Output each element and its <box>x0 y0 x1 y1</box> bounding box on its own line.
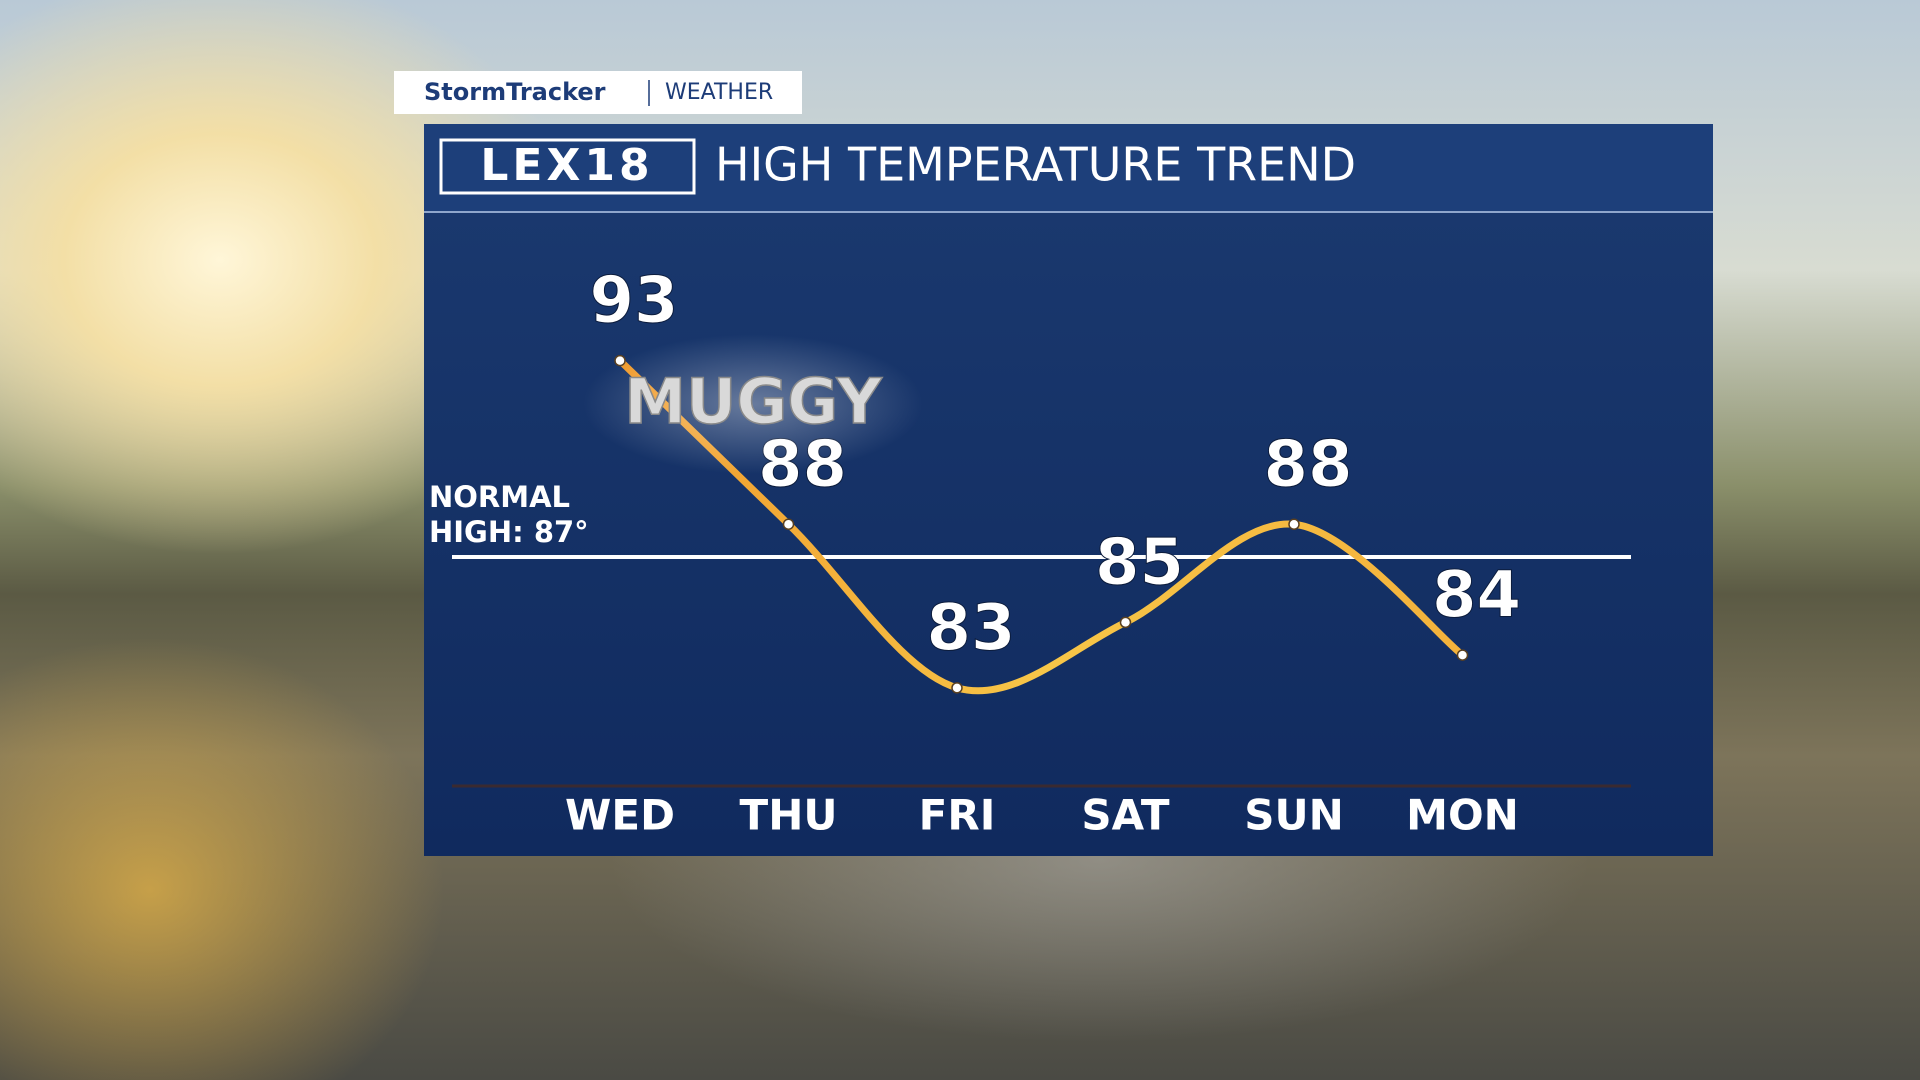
logo: LEX18 <box>480 140 653 191</box>
value-label: 84 <box>1432 559 1521 633</box>
point <box>1119 616 1132 629</box>
brand-name: StormTracker <box>424 78 606 106</box>
panel <box>424 124 1713 856</box>
x-tick-label: SUN <box>1244 791 1344 840</box>
logo-frame <box>439 138 696 195</box>
brand-section: WEATHER <box>665 80 773 105</box>
point <box>951 682 963 694</box>
temperature-line <box>616 357 1466 695</box>
reference-label: NORMAL HIGH: 87° <box>429 480 589 549</box>
point <box>1288 518 1300 530</box>
point <box>782 518 795 530</box>
brand-tab <box>394 71 802 114</box>
value-label: 93 <box>589 264 678 338</box>
x-tick-label: SAT <box>1081 791 1169 840</box>
value-label: 88 <box>1263 428 1352 502</box>
chart-title: HIGH TEMPERATURE TREND <box>715 138 1356 192</box>
annotation: MUGGY <box>624 365 882 438</box>
value-label: 85 <box>1095 526 1184 600</box>
x-tick-label: THU <box>740 791 838 840</box>
annotation-glow <box>583 334 923 474</box>
point <box>1456 649 1469 661</box>
x-tick-label: MON <box>1406 791 1519 840</box>
x-tick-label: WED <box>565 791 675 840</box>
x-tick-label: FRI <box>919 791 996 840</box>
value-label: 83 <box>926 591 1015 665</box>
